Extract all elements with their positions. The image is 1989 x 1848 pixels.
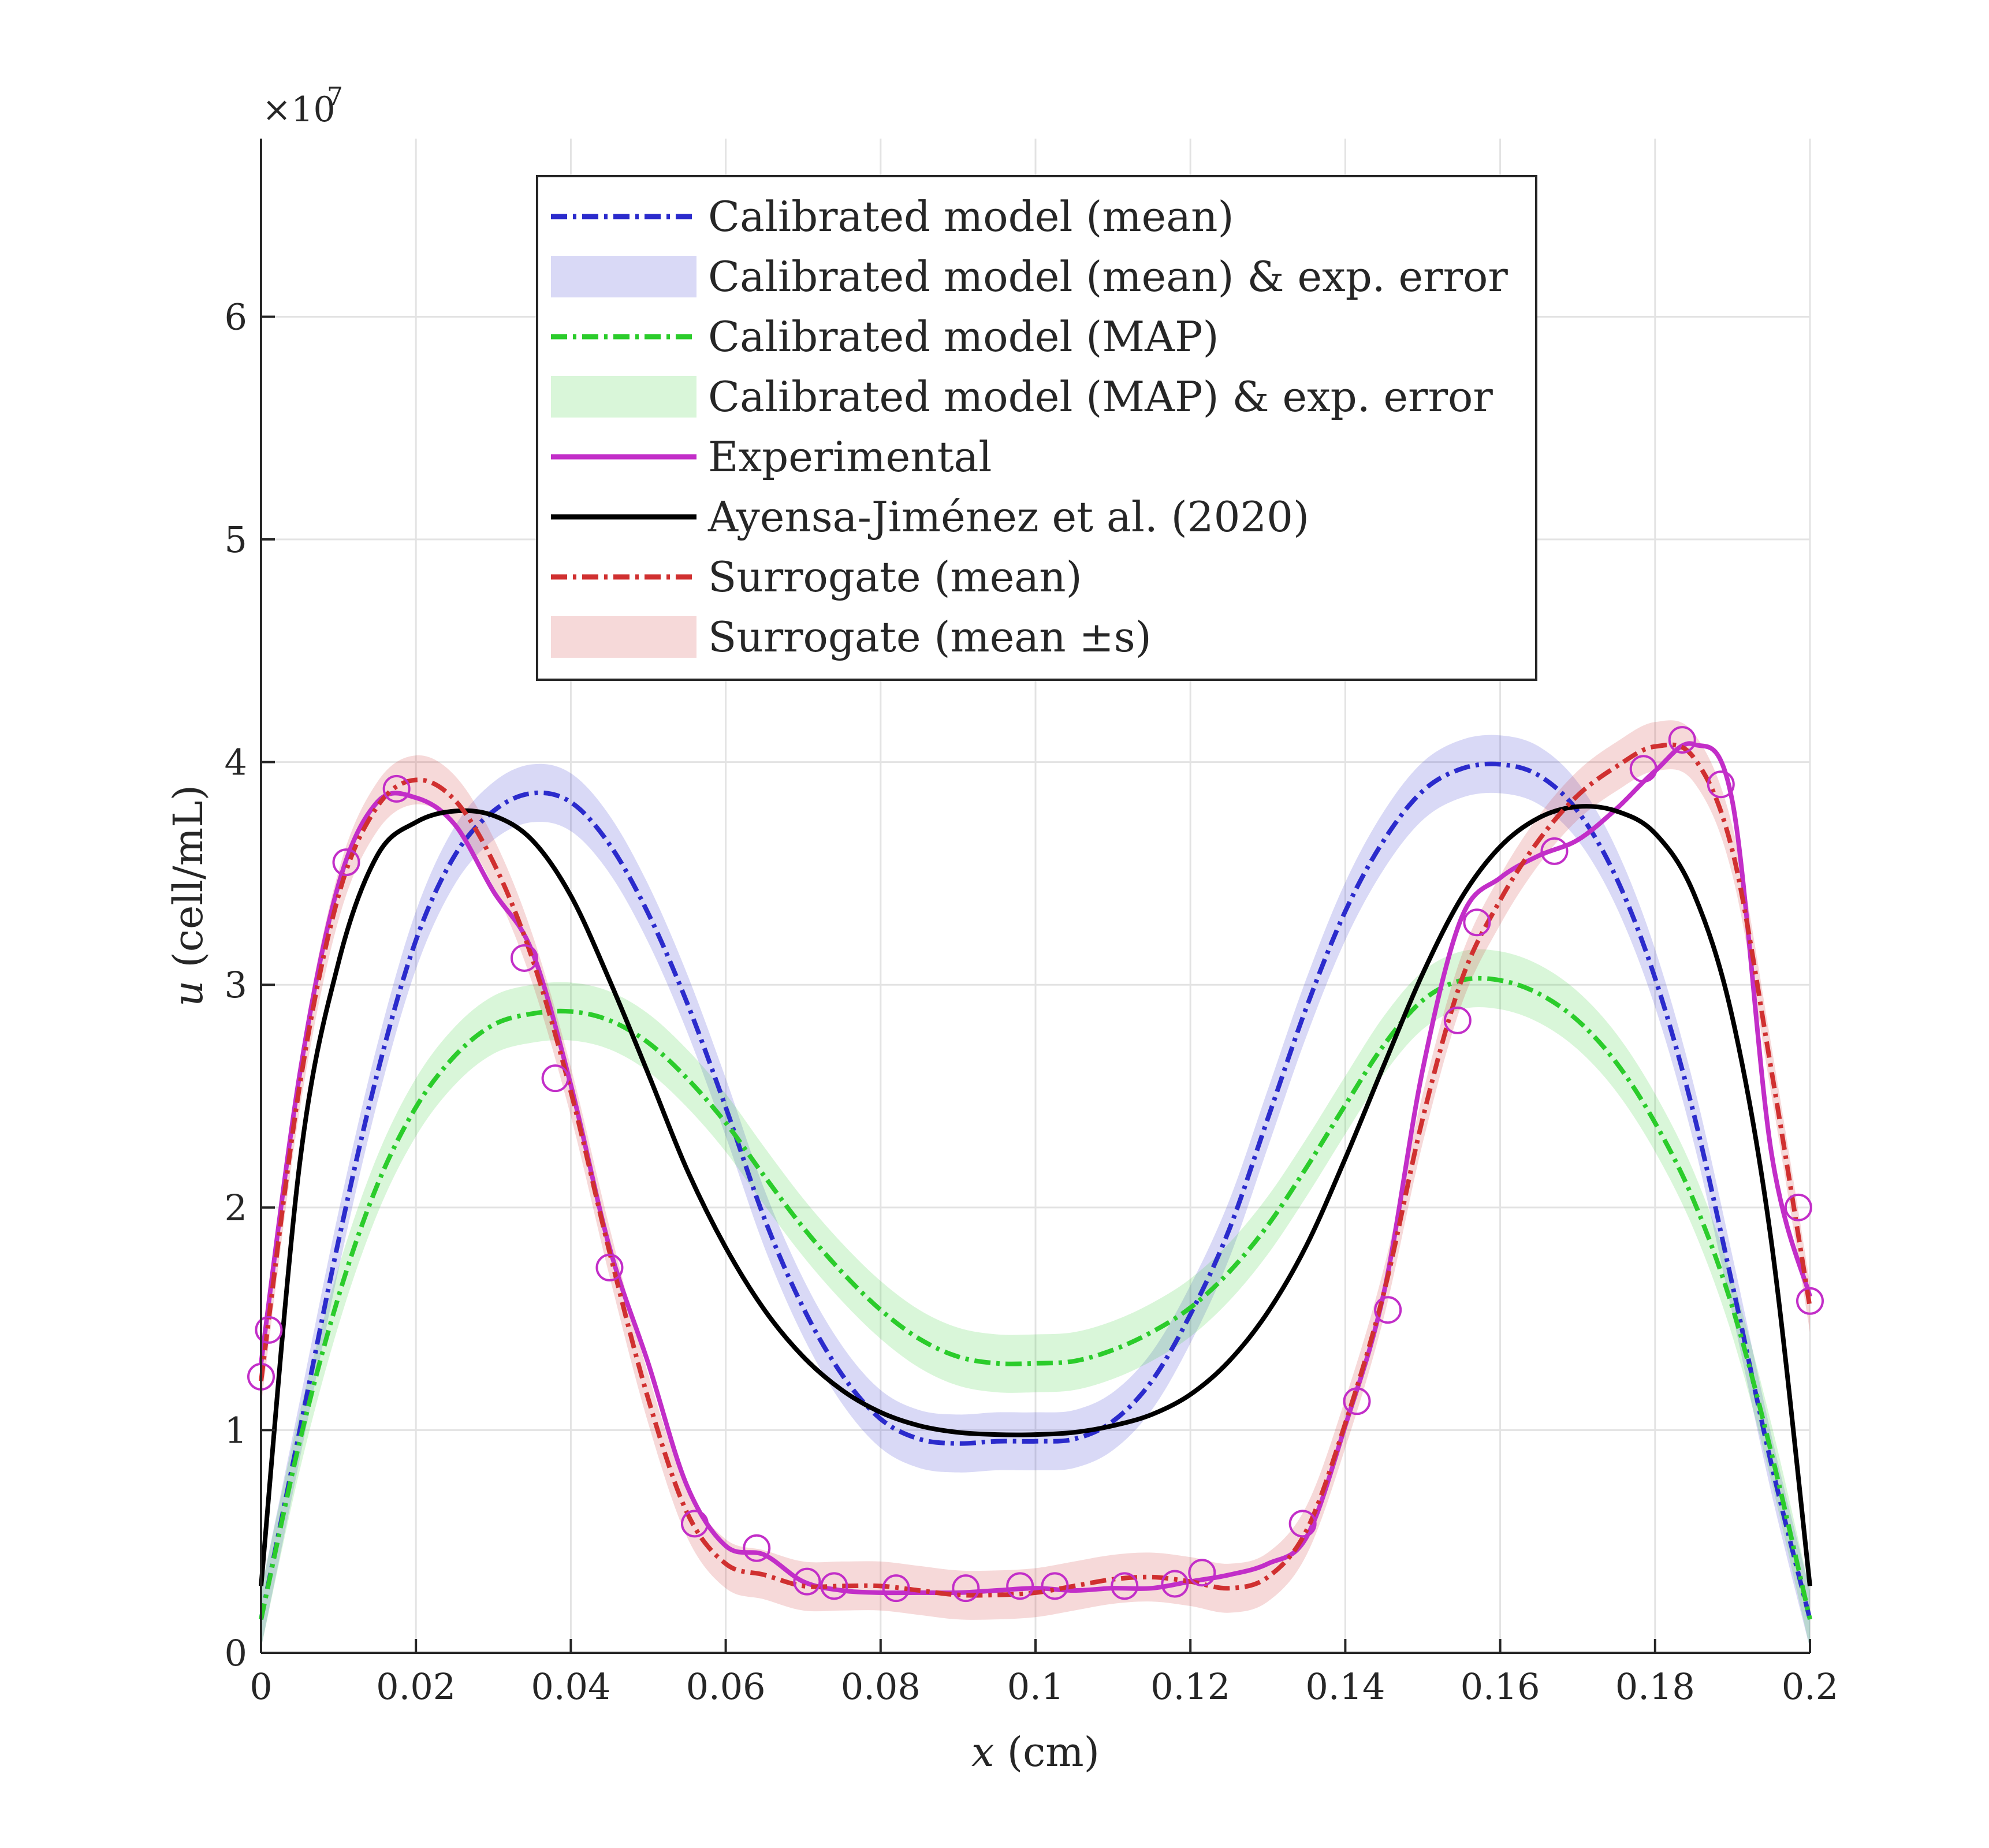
experimental-marker — [1796, 1287, 1824, 1315]
y-exponent-power: 7 — [327, 82, 343, 111]
experimental-marker — [1443, 1006, 1472, 1034]
experimental-marker — [820, 1572, 848, 1600]
legend-item-surrogate-mean: Surrogate (mean) — [551, 553, 1082, 601]
experimental-marker — [1707, 770, 1735, 799]
legend-label: Surrogate (mean) — [708, 553, 1082, 601]
legend-label: Experimental — [708, 433, 992, 481]
y-tick-label: 1 — [225, 1409, 247, 1451]
legend-item-surrogate-mean-s: Surrogate (mean ±s) — [551, 613, 1152, 661]
x-tick-label: 0.06 — [686, 1666, 766, 1708]
experimental-marker — [1111, 1572, 1139, 1600]
legend: Calibrated model (mean) Calibrated model … — [536, 175, 1537, 681]
y-exponent-label: ×10 7 — [262, 82, 343, 130]
x-tick-label: 0 — [249, 1666, 272, 1708]
experimental-marker — [1629, 755, 1658, 783]
legend-label: Calibrated model (MAP) & exp. error — [708, 372, 1493, 421]
legend-swatch-band — [551, 616, 696, 658]
ticks: 0 0.02 0.04 0.06 0.08 0.1 0.12 0.14 0.16 0.18 0.2 0… — [225, 296, 1839, 1708]
y-axis-label-var: u — [165, 981, 212, 1007]
experimental-marker — [332, 848, 360, 877]
experimental-marker — [882, 1574, 910, 1603]
y-tick-label: 3 — [225, 964, 247, 1006]
experimental-marker — [1161, 1570, 1189, 1598]
series-line-surrogate — [259, 742, 1812, 1598]
x-tick-label: 0.04 — [531, 1666, 610, 1708]
experimental-marker — [595, 1253, 624, 1281]
x-tick-label: 0.14 — [1305, 1666, 1385, 1708]
legend-label: Calibrated model (mean) — [708, 192, 1234, 241]
legend-item-ayensa-jim-nez-et-al-2020: Ayensa-Jiménez et al. (2020) — [551, 493, 1309, 541]
legend-item-calibrated-model-map-exp-error: Calibrated model (MAP) & exp. error — [551, 372, 1493, 421]
experimental-marker — [1540, 837, 1569, 865]
legend-item-calibrated-model-mean-exp-error: Calibrated model (mean) & exp. error — [551, 252, 1508, 301]
series-line-experimental — [259, 741, 1812, 1596]
experimental-marker — [1463, 908, 1491, 937]
experimental-marker — [1041, 1572, 1069, 1600]
legend-label: Surrogate (mean ±s) — [708, 613, 1152, 661]
x-tick-label: 0.16 — [1461, 1666, 1540, 1708]
band-calibrated-model-mean-exp-error — [261, 735, 1810, 1649]
legend-swatch-band — [551, 376, 696, 418]
y-tick-label: 2 — [225, 1187, 247, 1229]
series-line-mean — [259, 761, 1812, 1620]
legend-label: Calibrated model (mean) & exp. error — [708, 252, 1508, 301]
series-line-map — [259, 975, 1812, 1620]
y-tick-label: 5 — [225, 519, 247, 561]
y-axis-label-unit: (cell/mL) — [165, 785, 212, 967]
legend-swatch-band — [551, 256, 696, 297]
y-tick-label: 6 — [225, 296, 247, 338]
x-axis-label-var: x — [971, 1728, 994, 1776]
x-tick-label: 0.12 — [1150, 1666, 1230, 1708]
experimental-marker — [1343, 1387, 1371, 1415]
x-axis-label-unit: (cm) — [1007, 1728, 1100, 1776]
experimental-marker — [382, 774, 411, 803]
legend-label: Calibrated model (MAP) — [708, 312, 1219, 361]
y-exponent-base: ×10 — [262, 90, 336, 130]
experimental-marker — [1374, 1296, 1402, 1324]
x-tick-label: 0.1 — [1007, 1666, 1064, 1708]
experimental-marker — [1668, 726, 1696, 754]
y-tick-label: 0 — [225, 1632, 247, 1674]
experimental-marker — [255, 1316, 283, 1344]
x-tick-label: 0.2 — [1782, 1666, 1839, 1708]
experimental-marker — [680, 1510, 709, 1538]
legend-item-calibrated-model-mean: Calibrated model (mean) — [551, 192, 1234, 241]
legend-box — [536, 175, 1537, 681]
legend-item-experimental: Experimental — [551, 433, 992, 481]
experimental-marker — [1006, 1572, 1034, 1600]
x-tick-label: 0.08 — [841, 1666, 921, 1708]
legend-item-calibrated-model-map: Calibrated model (MAP) — [551, 312, 1219, 361]
experimental-marker — [1784, 1193, 1812, 1221]
experimental-marker — [510, 944, 538, 972]
x-tick-label: 0.02 — [376, 1666, 456, 1708]
experimental-marker — [793, 1567, 821, 1596]
experimental-marker — [541, 1064, 569, 1093]
experimental-marker — [1188, 1559, 1216, 1587]
experimental-marker — [952, 1574, 980, 1603]
y-tick-label: 4 — [225, 742, 247, 784]
y-axis-label: u (cell/mL) — [165, 785, 212, 1007]
x-axis-label: x (cm) — [971, 1728, 1100, 1776]
legend-label: Ayensa-Jiménez et al. (2020) — [707, 493, 1309, 541]
experimental-marker — [1288, 1510, 1317, 1538]
x-tick-label: 0.18 — [1615, 1666, 1695, 1708]
experimental-marker — [743, 1534, 771, 1562]
series-lines — [259, 741, 1812, 1620]
